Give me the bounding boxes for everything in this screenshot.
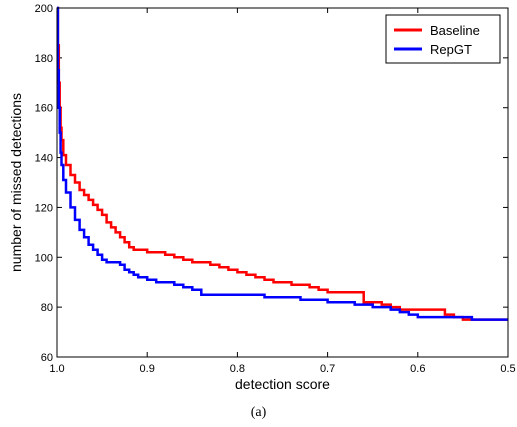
y-tick-label: 100 — [35, 252, 53, 264]
x-tick-label: 0.9 — [140, 363, 155, 375]
series-line-repgt — [56, 6, 508, 321]
labels-layer: detection score number of missed detecti… — [8, 93, 330, 392]
x-tick-label: 0.6 — [410, 363, 425, 375]
y-tick-label: 180 — [35, 53, 53, 65]
y-tick-label: 60 — [41, 352, 53, 364]
plot-frame — [56, 7, 509, 358]
y-tick-label: 200 — [35, 3, 53, 15]
y-tick-label: 140 — [35, 153, 53, 165]
y-axis-label: number of missed detections — [8, 93, 24, 272]
series-line-baseline — [56, 6, 508, 321]
x-axis-label: detection score — [235, 376, 330, 392]
y-tick-label: 80 — [41, 302, 53, 314]
x-tick-label: 0.8 — [230, 363, 245, 375]
legend-label-baseline: Baseline — [430, 23, 480, 38]
x-tick-label: 1.0 — [49, 363, 64, 375]
x-tick-label: 0.7 — [320, 363, 335, 375]
y-tick-label: 120 — [35, 202, 53, 214]
series-layer — [56, 6, 508, 321]
y-tick-label: 160 — [35, 103, 53, 115]
legend: Baseline RepGT — [385, 14, 501, 64]
legend-box — [385, 14, 501, 64]
legend-label-repgt: RepGT — [430, 42, 472, 57]
x-tick-label: 0.5 — [500, 363, 515, 375]
figure-caption: (a) — [250, 405, 267, 420]
